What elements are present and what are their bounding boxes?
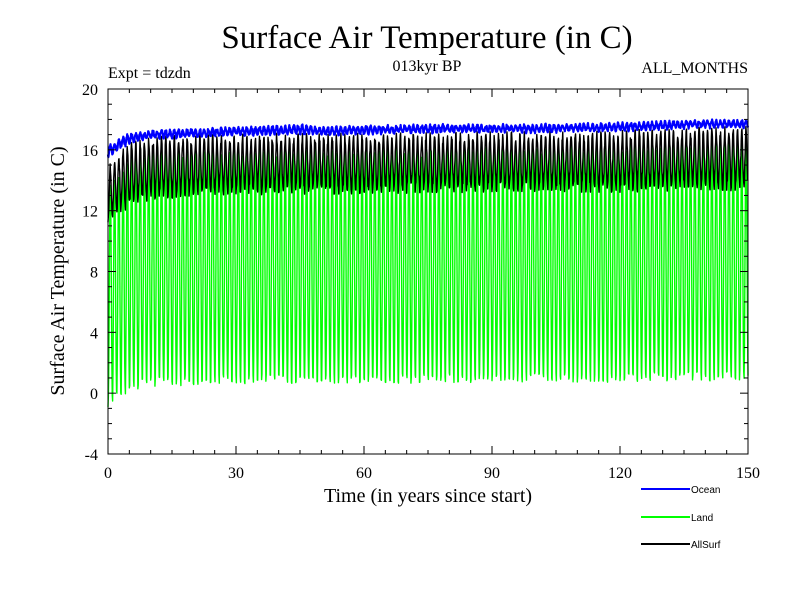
chart-title: Surface Air Temperature (in C) — [221, 20, 632, 56]
months-label: ALL_MONTHS — [641, 60, 748, 77]
y-tick-label: 0 — [90, 386, 98, 403]
legend: Ocean Land AllSurf — [641, 485, 721, 551]
x-tick-label: 150 — [736, 465, 760, 482]
experiment-label: Expt = tdzdn — [108, 65, 191, 82]
y-tick-label: 8 — [90, 265, 98, 282]
series-line-allsurf — [107, 126, 749, 223]
y-axis-label: Surface Air Temperature (in C) — [47, 146, 69, 395]
y-tick-label: 12 — [82, 204, 98, 221]
series-line-ocean — [106, 118, 750, 159]
x-axis-label: Time (in years since start) — [324, 485, 532, 507]
legend-label-land: Land — [691, 513, 713, 524]
chart-subtitle: 013kyr BP — [393, 58, 462, 75]
y-tick-label: 16 — [82, 143, 98, 160]
x-tick-label: 90 — [484, 465, 500, 482]
legend-label-allsurf: AllSurf — [691, 540, 721, 551]
legend-label-ocean: Ocean — [691, 485, 720, 496]
y-tick-label: 20 — [82, 82, 98, 99]
x-tick-label: 120 — [608, 465, 632, 482]
ticks-layer: 0 30 60 90 120 150 -4 0 4 8 12 16 20 — [82, 82, 760, 482]
x-tick-label: 60 — [356, 465, 372, 482]
data-layer — [106, 118, 750, 407]
y-tick-label: -4 — [85, 447, 98, 464]
x-tick-label: 0 — [104, 465, 112, 482]
x-tick-label: 30 — [228, 465, 244, 482]
series-line-land — [107, 141, 749, 407]
y-tick-label: 4 — [90, 325, 98, 342]
